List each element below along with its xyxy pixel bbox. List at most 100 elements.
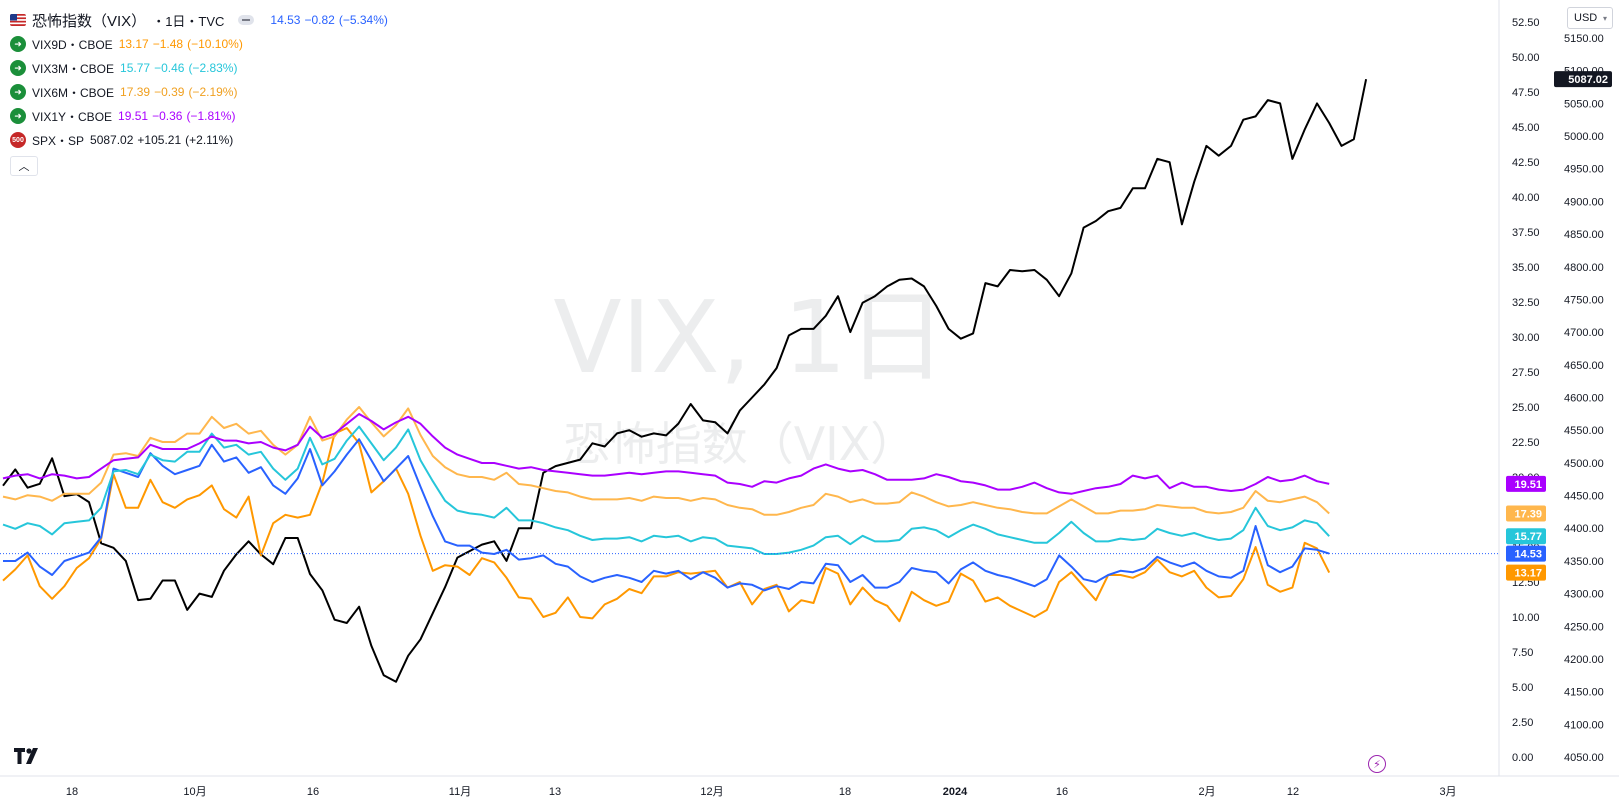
last-value-label: 13.17 [1514, 568, 1542, 580]
spx-axis-tick-label: 4250.00 [1564, 621, 1604, 633]
legend-symbol: VIX6M・CBOE [32, 85, 115, 100]
arrow-right-icon: ➜ [10, 36, 26, 52]
spx-axis-tick-label: 4350.00 [1564, 556, 1604, 568]
vix-axis-tick-label: 5.00 [1512, 682, 1533, 694]
spx-axis-tick-label: 4600.00 [1564, 393, 1604, 405]
series-line-vix6m [2, 406, 1330, 516]
legend-change: +105.21 [137, 133, 182, 147]
spx-axis-tick-label: 4750.00 [1564, 294, 1604, 306]
legend-item-vix9d[interactable]: ➜ VIX9D・CBOE 13.17 −1.48 (−10.10%) [10, 32, 392, 56]
time-axis-tick-label: 10月 [183, 786, 206, 798]
last-value-badge [1554, 71, 1612, 88]
main-change-pct: (−5.34%) [338, 13, 388, 27]
last-value-label: 14.53 [1514, 549, 1542, 561]
last-value-label: 5087.02 [1568, 74, 1608, 86]
legend-item-spx[interactable]: 500 SPX・SP 5087.02 +105.21 (+2.11%) [10, 128, 392, 152]
watermark-symbol: VIX, 1日 [553, 279, 947, 396]
main-symbol-row[interactable]: 恐怖指数（VIX） ・1日・TVC 14.53 −0.82 (−5.34%) [10, 8, 392, 32]
spx-axis-tick-label: 4900.00 [1564, 196, 1604, 208]
watermark-name: 恐怖指数（VIX） [564, 417, 917, 471]
chevron-up-icon: ︿ [18, 161, 30, 173]
last-value-label: 15.77 [1514, 531, 1542, 543]
time-axis-tick-label: 2024 [943, 786, 968, 798]
vix-axis-tick-label: 2.50 [1512, 717, 1533, 729]
time-axis-tick-label: 3月 [1439, 786, 1456, 798]
legend-symbol: SPX・SP [32, 133, 85, 148]
legend-value: 13.17 [118, 37, 149, 51]
legend-item-vix6m[interactable]: ➜ VIX6M・CBOE 17.39 −0.39 (−2.19%) [10, 80, 392, 104]
spx-axis-tick-label: 4200.00 [1564, 654, 1604, 666]
legend-change: −0.36 [152, 109, 183, 123]
spx-axis-tick-label: 5000.00 [1564, 131, 1604, 143]
series-line-spx [2, 78, 1368, 683]
vix-axis-tick-label: 27.50 [1512, 367, 1540, 379]
spx-axis-tick-label: 4050.00 [1564, 752, 1604, 764]
currency-select[interactable]: USD ▾ [1567, 7, 1613, 29]
legend-change-pct: (−2.19%) [188, 85, 238, 99]
legend-item-vix3m[interactable]: ➜ VIX3M・CBOE 15.77 −0.46 (−2.83%) [10, 56, 392, 80]
spx-axis-tick-label: 4700.00 [1564, 327, 1604, 339]
time-axis-tick-label: 16 [307, 786, 319, 798]
vix-axis-tick-label: 47.50 [1512, 87, 1540, 99]
vix-axis-tick-label: 40.00 [1512, 192, 1540, 204]
last-value-badge [1506, 475, 1546, 492]
time-axis-tick-label: 2月 [1198, 786, 1215, 798]
spx-axis-tick-label: 4650.00 [1564, 360, 1604, 372]
legend-change-pct: (−1.81%) [186, 109, 236, 123]
series-line-vix1y [2, 413, 1330, 495]
vix-axis-tick-label: 22.50 [1512, 437, 1540, 449]
legend-change-pct: (−2.83%) [188, 61, 238, 75]
vix-axis-tick-label: 45.00 [1512, 122, 1540, 134]
spx-axis-tick-label: 4850.00 [1564, 229, 1604, 241]
arrow-right-icon: ➜ [10, 60, 26, 76]
vix-axis-tick-label: 10.00 [1512, 612, 1540, 624]
legend-symbol: VIX9D・CBOE [32, 37, 113, 52]
spx-axis-tick-label: 4800.00 [1564, 262, 1604, 274]
spx-axis-tick-label: 4300.00 [1564, 589, 1604, 601]
legend-change: −0.46 [154, 61, 185, 75]
arrow-right-icon: ➜ [10, 108, 26, 124]
vix-axis-tick-label: 52.50 [1512, 17, 1540, 29]
vix-axis-tick-label: 7.50 [1512, 647, 1533, 659]
last-value-badge [1506, 545, 1546, 562]
spx-axis-tick-label: 4500.00 [1564, 458, 1604, 470]
collapse-legend-button[interactable]: ︿ [10, 156, 38, 176]
last-value-label: 19.51 [1514, 479, 1542, 491]
hide-legend-toggle[interactable] [238, 15, 255, 25]
series-line-vix [3, 438, 1330, 592]
vix-axis-tick-label: 32.50 [1512, 297, 1540, 309]
main-last-value: 14.53 [270, 13, 301, 27]
legend-change: −0.39 [154, 85, 185, 99]
spx-axis-tick-label: 4100.00 [1564, 719, 1604, 731]
last-value-badge [1506, 564, 1546, 581]
spx-axis-tick-label: 4550.00 [1564, 425, 1604, 437]
last-value-badge [1506, 528, 1546, 545]
legend-symbol: VIX3M・CBOE [32, 61, 115, 76]
spx-axis-tick-label: 4400.00 [1564, 523, 1604, 535]
series-line-vix3m [2, 425, 1330, 555]
legend: 恐怖指数（VIX） ・1日・TVC 14.53 −0.82 (−5.34%) ➜… [10, 8, 392, 176]
spx-axis-tick-label: 5150.00 [1564, 33, 1604, 45]
vix-axis-tick-label: 42.50 [1512, 157, 1540, 169]
legend-item-vix1y[interactable]: ➜ VIX1Y・CBOE 19.51 −0.36 (−1.81%) [10, 104, 392, 128]
vix-axis-tick-label: 25.00 [1512, 402, 1540, 414]
us-flag-icon [10, 14, 26, 26]
last-value-badge [1506, 505, 1546, 522]
legend-change: −1.48 [152, 37, 184, 51]
main-change: −0.82 [304, 13, 335, 27]
legend-value: 19.51 [118, 109, 149, 123]
vix-axis-tick-label: 50.00 [1512, 52, 1540, 64]
legend-symbol: VIX1Y・CBOE [32, 109, 113, 124]
sp500-badge-icon: 500 [10, 132, 26, 148]
vix-axis-tick-label: 37.50 [1512, 227, 1540, 239]
lightning-icon[interactable]: ⚡ [1368, 755, 1386, 773]
legend-value: 17.39 [120, 85, 151, 99]
currency-label: USD [1574, 12, 1598, 24]
arrow-right-icon: ➜ [10, 84, 26, 100]
time-axis-tick-label: 18 [66, 786, 78, 798]
spx-axis-tick-label: 4150.00 [1564, 687, 1604, 699]
time-axis-tick-label: 13 [549, 786, 561, 798]
vix-axis-tick-label: 30.00 [1512, 332, 1540, 344]
tradingview-logo[interactable] [14, 748, 44, 769]
